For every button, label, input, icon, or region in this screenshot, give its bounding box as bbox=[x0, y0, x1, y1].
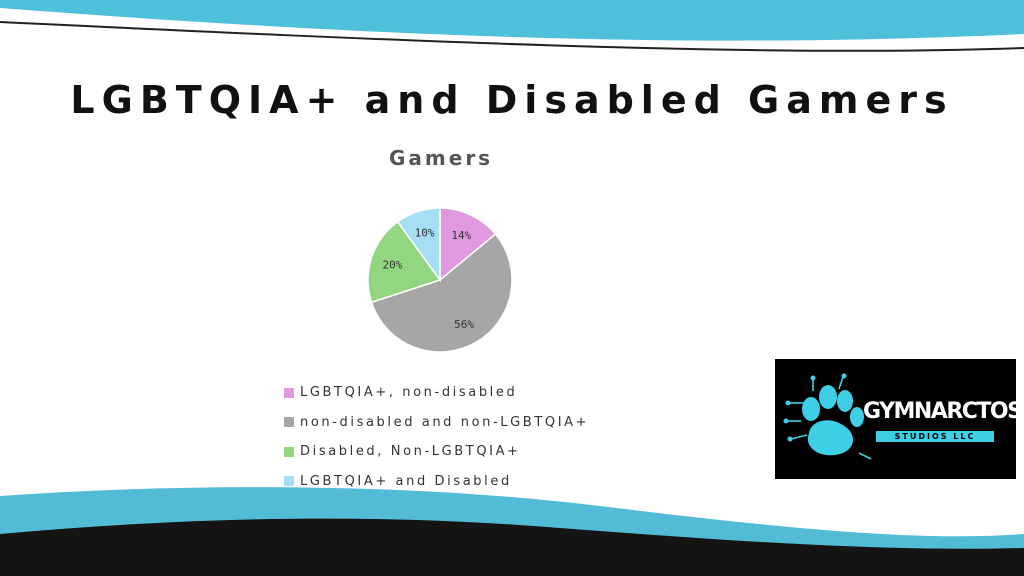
pie-slice bbox=[439, 207, 497, 282]
pie-slice bbox=[367, 220, 442, 304]
pie-slice bbox=[370, 233, 513, 353]
legend-item: LGBTQIA+ and Disabled bbox=[284, 467, 589, 497]
logo-name: GYMNARCTOS bbox=[863, 399, 1023, 424]
top-wave-line bbox=[0, 21, 1024, 52]
chart-legend: LGBTQIA+, non-disabled non-disabled and n… bbox=[284, 378, 589, 496]
paw-circuit-icon bbox=[783, 373, 872, 460]
pie-chart: 14% 56% 20% 10% bbox=[367, 207, 513, 353]
slide-title: LGBTQIA+ and Disabled Gamers bbox=[70, 78, 954, 122]
legend-label: Disabled, Non-LGBTQIA+ bbox=[300, 444, 521, 460]
legend-item: Disabled, Non-LGBTQIA+ bbox=[284, 437, 589, 467]
pie-slice-label: 20% bbox=[383, 259, 403, 272]
pie-slice-label: 14% bbox=[451, 229, 471, 242]
chart-title: Gamers bbox=[389, 146, 494, 170]
logo-subtitle: STUDIOS LLC bbox=[876, 431, 994, 442]
legend-swatch bbox=[284, 476, 294, 487]
legend-swatch bbox=[284, 446, 294, 457]
legend-label: LGBTQIA+, non-disabled bbox=[300, 385, 518, 401]
legend-item: non-disabled and non-LGBTQIA+ bbox=[284, 408, 589, 438]
pie-slice-label: 10% bbox=[415, 226, 435, 239]
company-logo: GYMNARCTOS STUDIOS LLC bbox=[775, 359, 1023, 479]
legend-label: LGBTQIA+ and Disabled bbox=[300, 473, 512, 489]
pie-slice bbox=[396, 207, 441, 283]
legend-swatch bbox=[284, 387, 294, 398]
legend-swatch bbox=[284, 417, 294, 428]
top-wave-accent bbox=[0, 0, 1024, 41]
pie-slice-label: 56% bbox=[454, 318, 474, 331]
bottom-wave-dark bbox=[0, 518, 1024, 576]
legend-item: LGBTQIA+, non-disabled bbox=[284, 378, 589, 408]
legend-label: non-disabled and non-LGBTQIA+ bbox=[300, 414, 590, 430]
